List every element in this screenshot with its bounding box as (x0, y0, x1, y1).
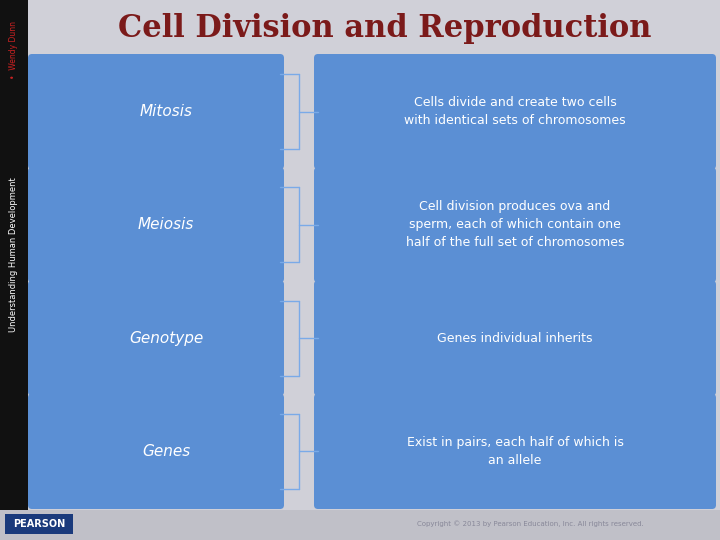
Text: Cell division produces ova and
sperm, each of which contain one
half of the full: Cell division produces ova and sperm, ea… (406, 200, 624, 249)
Text: Exist in pairs, each half of which is
an allele: Exist in pairs, each half of which is an… (407, 436, 624, 467)
Text: Cell Division and Reproduction: Cell Division and Reproduction (118, 12, 652, 44)
FancyBboxPatch shape (314, 280, 716, 396)
Bar (0, 0, 28, 510)
Text: Meiosis: Meiosis (138, 218, 194, 232)
Text: •  Wendy Dunn: • Wendy Dunn (9, 21, 19, 79)
FancyBboxPatch shape (28, 280, 284, 396)
Text: Cells divide and create two cells
with identical sets of chromosomes: Cells divide and create two cells with i… (404, 96, 626, 127)
Text: Genes: Genes (142, 444, 190, 459)
Text: Understanding Human Development: Understanding Human Development (9, 178, 19, 333)
FancyBboxPatch shape (314, 54, 716, 169)
FancyBboxPatch shape (28, 54, 284, 169)
Text: PEARSON: PEARSON (13, 519, 65, 529)
FancyBboxPatch shape (28, 394, 284, 509)
FancyBboxPatch shape (314, 167, 716, 282)
Text: Copyright © 2013 by Pearson Education, Inc. All rights reserved.: Copyright © 2013 by Pearson Education, I… (417, 521, 644, 528)
Text: Mitosis: Mitosis (140, 104, 192, 119)
Bar (0, 510, 720, 540)
Bar (5, 514, 73, 534)
Text: Genes individual inherits: Genes individual inherits (437, 332, 593, 345)
FancyBboxPatch shape (314, 394, 716, 509)
Text: Genotype: Genotype (129, 330, 203, 346)
FancyBboxPatch shape (28, 167, 284, 282)
